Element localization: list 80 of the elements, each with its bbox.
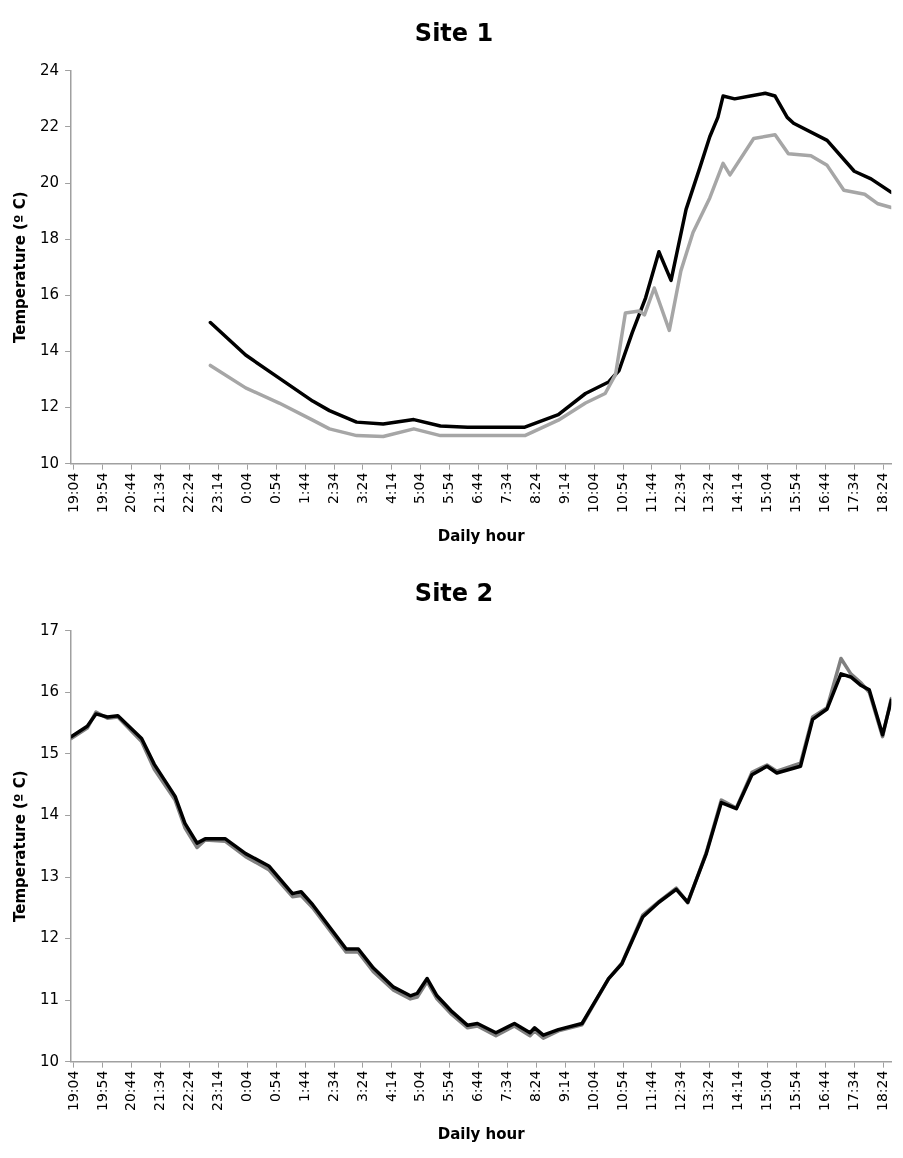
y-tick-label: 12: [39, 928, 60, 947]
x-tick-label: 9:14: [555, 1070, 572, 1103]
x-tick-label: 0:54: [266, 1070, 283, 1103]
x-tick-label: 15:04: [758, 1070, 775, 1112]
y-tick-label: 16: [39, 285, 60, 304]
x-tick-label: 11:44: [642, 1070, 659, 1112]
y-tick-label: 17: [39, 620, 60, 639]
x-tick-label: 16:44: [816, 472, 833, 514]
x-tick-label: 11:44: [642, 472, 659, 514]
x-tick-label: 8:24: [527, 1070, 544, 1103]
x-tick-label: 14:14: [729, 1070, 746, 1112]
x-tick-label: 18:24: [873, 472, 890, 514]
x-tick-label: 0:04: [238, 1070, 255, 1103]
x-tick-label: 15:54: [787, 472, 804, 514]
y-tick-label: 15: [39, 743, 60, 762]
y-tick-label: 14: [39, 341, 60, 360]
x-tick-label: 18:24: [873, 1070, 890, 1112]
x-tick-label: 4:14: [382, 1070, 399, 1103]
x-tick-label: 10:54: [613, 472, 630, 514]
x-tick-label: 15:04: [758, 472, 775, 514]
x-tick-label: 5:54: [440, 472, 457, 505]
x-tick-label: 19:04: [64, 472, 81, 514]
x-tick-label: 14:14: [729, 472, 746, 514]
x-tick-label: 6:44: [469, 472, 486, 505]
x-tick-label: 17:34: [844, 1070, 861, 1112]
x-tick-label: 5:54: [440, 1070, 457, 1103]
x-tick-label: 7:34: [498, 1070, 515, 1103]
y-tick-label: 24: [39, 60, 60, 79]
x-tick-label: 15:54: [787, 1070, 804, 1112]
x-tick-label: 20:44: [122, 1070, 139, 1112]
x-axis-title: Daily hour: [437, 1124, 526, 1143]
x-tick-label: 1:44: [295, 472, 312, 505]
x-tick-label: 8:24: [527, 472, 544, 505]
x-tick-label: 12:34: [671, 472, 688, 514]
y-tick-label: 14: [39, 805, 60, 824]
x-tick-label: 12:34: [671, 1070, 688, 1112]
x-tick-label: 19:54: [93, 472, 110, 514]
y-tick-label: 18: [39, 229, 60, 248]
x-tick-label: 10:04: [584, 472, 601, 514]
x-tick-label: 3:24: [353, 472, 370, 505]
x-tick-label: 1:44: [295, 1070, 312, 1103]
x-tick-label: 0:54: [266, 472, 283, 505]
chart-title: Site 1: [414, 18, 494, 47]
x-tick-label: 10:04: [584, 1070, 601, 1112]
x-tick-label: 13:24: [700, 472, 717, 514]
x-tick-label: 9:14: [555, 472, 572, 505]
x-tick-label: 21:34: [151, 472, 168, 514]
x-tick-label: 19:04: [64, 1070, 81, 1112]
y-tick-label: 20: [39, 172, 60, 191]
y-tick-label: 22: [39, 116, 60, 135]
x-tick-label: 23:14: [209, 1070, 226, 1112]
x-tick-label: 0:04: [238, 472, 255, 505]
x-tick-label: 4:14: [382, 472, 399, 505]
x-tick-label: 5:04: [411, 472, 428, 505]
x-tick-label: 7:34: [498, 472, 515, 505]
y-tick-label: 11: [39, 989, 60, 1008]
x-tick-label: 6:44: [469, 1070, 486, 1103]
x-tick-label: 17:34: [844, 472, 861, 514]
x-tick-label: 22:24: [180, 1070, 197, 1112]
x-tick-label: 5:04: [411, 1070, 428, 1103]
x-tick-label: 2:34: [324, 1070, 341, 1103]
x-tick-label: 20:44: [122, 472, 139, 514]
y-axis-title: Temperature (º C): [10, 770, 29, 922]
x-tick-label: 23:14: [209, 472, 226, 514]
y-axis-title: Temperature (º C): [10, 191, 29, 343]
y-tick-label: 10: [39, 1051, 60, 1070]
x-tick-label: 3:24: [353, 1070, 370, 1103]
x-tick-label: 22:24: [180, 472, 197, 514]
y-tick-label: 16: [39, 682, 60, 701]
x-tick-label: 2:34: [324, 472, 341, 505]
x-axis-title: Daily hour: [437, 526, 526, 545]
y-tick-label: 12: [39, 397, 60, 416]
x-tick-label: 13:24: [700, 1070, 717, 1112]
x-tick-label: 16:44: [816, 1070, 833, 1112]
chart-title: Site 2: [414, 578, 494, 607]
x-tick-label: 21:34: [151, 1070, 168, 1112]
x-tick-label: 19:54: [93, 1070, 110, 1112]
y-tick-label: 10: [39, 453, 60, 472]
y-tick-label: 13: [39, 866, 60, 885]
x-tick-label: 10:54: [613, 1070, 630, 1112]
